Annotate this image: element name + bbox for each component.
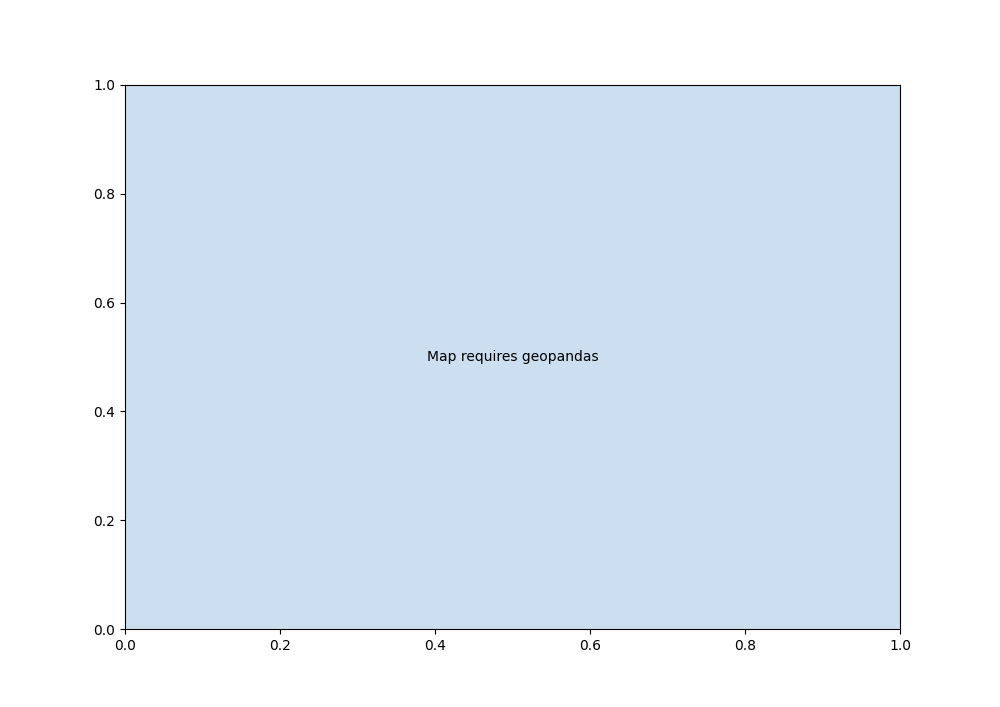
Text: Map requires geopandas: Map requires geopandas	[427, 350, 598, 364]
